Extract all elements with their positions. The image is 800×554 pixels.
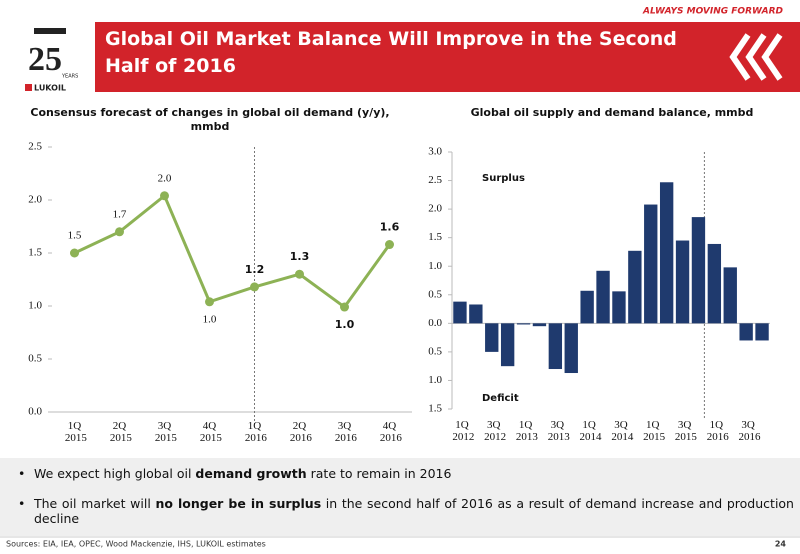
point xyxy=(385,240,394,250)
x-tick-label: 1Q 2014 xyxy=(577,419,602,443)
line xyxy=(73,193,391,310)
data-label: 1.5 xyxy=(68,230,82,242)
bar xyxy=(739,323,753,341)
bullet-text: in the second half of 2016 as a result o… xyxy=(34,496,794,526)
point xyxy=(115,227,124,237)
y-tick-label: 2.0 xyxy=(28,194,42,206)
x-tick-label: 3Q 2012 xyxy=(481,419,506,443)
x-tick-label: 3Q 2013 xyxy=(545,419,570,443)
chart-title: Consensus forecast of changes in global … xyxy=(30,106,390,133)
bar xyxy=(707,243,722,324)
bullet-bold: no longer be in surplus xyxy=(155,496,322,511)
x-tick-label: 1Q 2012 xyxy=(450,419,475,443)
title-box: Global Oil Market Balance Will Improve i… xyxy=(105,28,677,77)
x-tick-label: 2Q 2015 xyxy=(107,420,132,444)
bar xyxy=(469,304,483,324)
header-band xyxy=(95,22,800,92)
data-label: 1.6 xyxy=(380,221,400,234)
bar xyxy=(564,323,578,374)
chart-title: Global oil supply and demand balance, mm… xyxy=(470,106,754,119)
data-label: 2.0 xyxy=(158,172,172,184)
data-label: 1.3 xyxy=(290,250,310,263)
x-tick-label: 3Q 2016 xyxy=(736,419,761,443)
logo: 25 YEARS LUKOIL xyxy=(25,28,78,93)
svg-text:25: 25 xyxy=(28,41,62,78)
bar xyxy=(500,323,515,367)
bar xyxy=(691,217,706,324)
bullet-bold: demand growth xyxy=(195,466,307,481)
y-tick-label: 1.0 xyxy=(428,260,442,272)
x-tick-label: 3Q 2015 xyxy=(152,420,177,444)
bar xyxy=(675,240,690,324)
annotation: Deficit xyxy=(482,393,519,404)
y-tick-label: 0.0 xyxy=(428,317,442,329)
bar xyxy=(485,323,499,352)
sources: Sources: EIA, IEA, OPEC, Wood Mackenzie,… xyxy=(6,540,266,549)
bullet-text: The oil market will xyxy=(34,496,156,511)
point xyxy=(295,269,304,279)
data-label: 1.2 xyxy=(245,263,265,276)
point xyxy=(340,302,349,312)
chevrons xyxy=(729,33,783,81)
y-tick-label: 0.5 xyxy=(428,345,442,357)
bullet: The oil market will no longer be in surp… xyxy=(18,496,794,526)
bullet-text: rate to remain in 2016 xyxy=(306,466,452,481)
y-tick-label: 1.5 xyxy=(428,403,442,415)
bar xyxy=(453,301,467,324)
point xyxy=(205,297,214,307)
x-tick-label: 3Q 2016 xyxy=(332,420,357,444)
x-tick-label: 1Q 2015 xyxy=(640,419,665,443)
bar xyxy=(612,291,626,324)
y-tick-label: 1.0 xyxy=(28,300,42,312)
y-tick-label: 0.0 xyxy=(28,406,42,418)
y-tick-label: 2.0 xyxy=(428,203,442,215)
bar xyxy=(596,270,610,324)
data-label: 1.0 xyxy=(203,313,217,325)
bar xyxy=(516,323,531,325)
point xyxy=(70,248,79,258)
point xyxy=(160,191,169,201)
y-tick-label: 3.0 xyxy=(428,146,442,158)
x-tick-label: 3Q 2015 xyxy=(672,419,697,443)
y-tick-label: 2.5 xyxy=(28,141,42,153)
x-tick-label: 1Q 2016 xyxy=(704,419,729,443)
bar xyxy=(580,290,594,324)
bar xyxy=(628,250,642,324)
y-tick-label: 0.5 xyxy=(28,353,42,365)
bar xyxy=(548,323,563,370)
title: Global Oil Market Balance Will Improve i… xyxy=(105,28,677,77)
x-tick-label: 1Q 2015 xyxy=(62,420,87,444)
bar xyxy=(644,204,658,324)
page-number: 24 xyxy=(775,540,787,549)
y-tick-label: 1.5 xyxy=(428,231,442,243)
x-tick-label: 3Q 2014 xyxy=(609,419,634,443)
x-tick-label: 4Q 2015 xyxy=(197,420,222,444)
x-tick-label: 1Q 2016 xyxy=(242,420,267,444)
bar xyxy=(755,323,769,341)
point xyxy=(250,282,259,292)
y-tick-label: 0.5 xyxy=(428,288,442,300)
chart-title-box: Consensus forecast of changes in global … xyxy=(30,106,390,133)
chart-title-box: Global oil supply and demand balance, mm… xyxy=(470,106,754,119)
x-tick-label: 2Q 2016 xyxy=(287,420,312,444)
y-tick-label: 2.5 xyxy=(428,174,442,186)
bar xyxy=(532,323,547,327)
bar xyxy=(659,182,674,324)
x-tick-label: 4Q 2016 xyxy=(377,420,402,444)
bullet: We expect high global oil demand growth … xyxy=(18,466,794,481)
x-tick-label: 1Q 2013 xyxy=(513,419,538,443)
annotation: Surplus xyxy=(482,173,525,184)
logo-brand: LUKOIL xyxy=(34,84,66,93)
data-label: 1.7 xyxy=(113,208,127,220)
bar xyxy=(723,267,737,324)
y-tick-label: 1.0 xyxy=(428,374,442,386)
data-label: 1.0 xyxy=(335,318,355,331)
y-tick-label: 1.5 xyxy=(28,247,42,259)
logo-years: YEARS xyxy=(61,74,78,80)
tagline: ALWAYS MOVING FORWARD xyxy=(642,7,783,17)
bullet-text: We expect high global oil xyxy=(34,466,196,481)
